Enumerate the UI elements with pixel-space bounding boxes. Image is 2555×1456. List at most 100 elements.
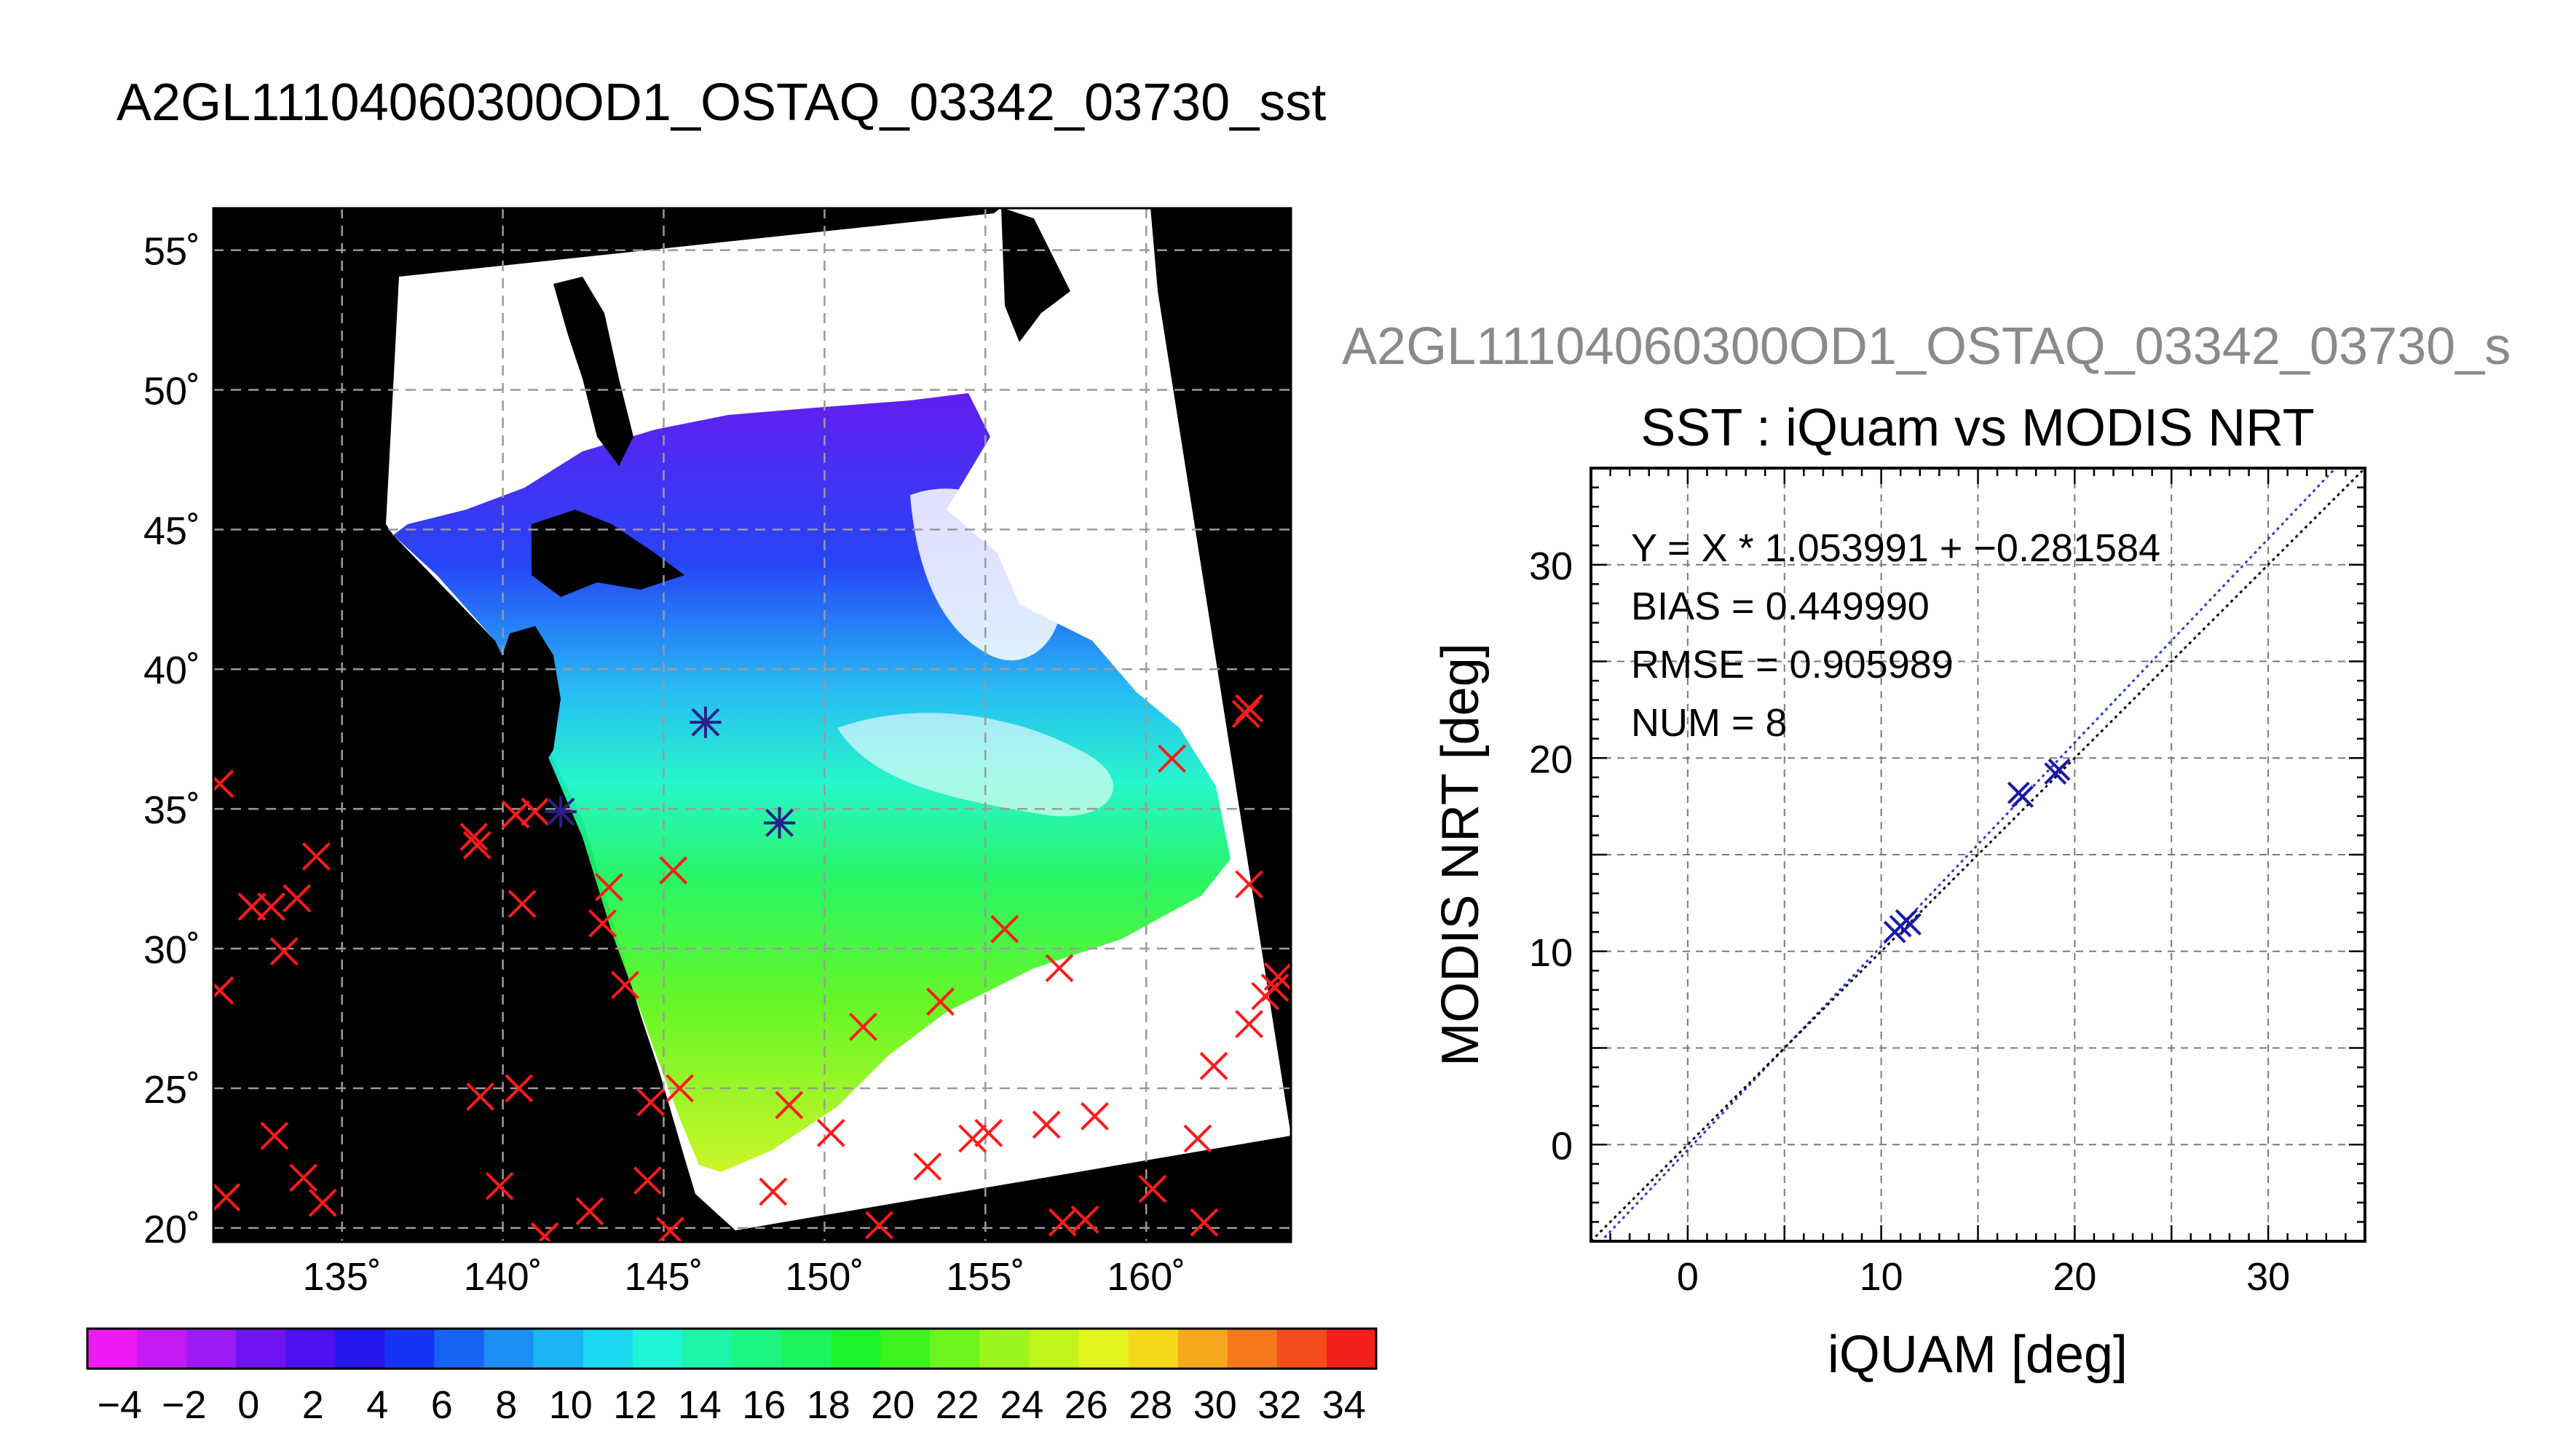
lon-tick-label: 155˚ <box>946 1255 1024 1299</box>
unmatched-marker <box>775 1091 804 1120</box>
lat-tick-label: 40˚ <box>143 649 200 692</box>
unmatched-marker <box>1045 954 1074 983</box>
unmatched-marker <box>575 1197 604 1226</box>
lon-labels: 135˚ 140˚ 145˚ 150˚ 155˚ 160˚ <box>303 1255 1186 1299</box>
lon-tick-label: 160˚ <box>1107 1255 1185 1299</box>
colorbar-segment <box>880 1329 931 1369</box>
colorbar-label: 14 <box>678 1383 722 1427</box>
unmatched-marker <box>1231 700 1260 729</box>
unmatched-marker <box>958 1124 987 1153</box>
unmatched-marker <box>913 1152 942 1181</box>
unmatched-marker <box>816 1118 845 1147</box>
main-title: A2GL11104060300OD1_OSTAQ_03342_03730_sst <box>117 74 1326 132</box>
colorbar-label: 34 <box>1322 1383 1366 1427</box>
lat-tick-label: 50˚ <box>143 369 200 413</box>
identity-line <box>1591 468 2365 1241</box>
colorbar-segment <box>483 1329 534 1369</box>
overflow-title: A2GL11104060300OD1_OSTAQ_03342_03730_s <box>1342 317 2511 376</box>
unmatched-marker <box>1158 744 1186 773</box>
lat-tick-label: 55˚ <box>143 230 200 274</box>
cloud-patch <box>837 713 1113 817</box>
unmatched-marker <box>1081 1101 1109 1131</box>
scatter-point <box>2011 785 2034 808</box>
colorbar-segment <box>1029 1329 1080 1369</box>
colorbar-segment <box>87 1329 138 1369</box>
lon-tick-label: 140˚ <box>464 1255 542 1299</box>
unmatched-marker <box>459 823 489 851</box>
x-axis-label: iQUAM [deg] <box>1828 1326 2128 1384</box>
lon-tick-label: 145˚ <box>624 1255 703 1299</box>
land-japan <box>495 626 561 779</box>
unmatched-marker <box>1199 1051 1228 1080</box>
colorbar-label: 28 <box>1129 1383 1172 1427</box>
colorbar-label: 6 <box>431 1383 453 1427</box>
lat-tick-label: 25˚ <box>143 1068 200 1112</box>
land-hokkaido <box>532 510 684 597</box>
unmatched-marker <box>1138 1174 1167 1203</box>
unmatched-marker <box>990 914 1019 943</box>
colorbar-labels: −4 −2 0 2 4 6 8 10 12 14 16 18 20 22 24 … <box>97 1383 1365 1427</box>
colorbar-segment <box>1078 1329 1129 1369</box>
colorbar-label: 16 <box>742 1383 786 1427</box>
x-tick-label: 0 <box>1677 1255 1699 1299</box>
unmatched-marker <box>289 1163 318 1192</box>
colorbar-label: 8 <box>495 1383 517 1427</box>
unmatched-marker <box>308 1188 337 1217</box>
colorbar-label: 32 <box>1257 1383 1301 1427</box>
unmatched-marker <box>462 831 491 860</box>
land-sakhalin <box>553 277 633 466</box>
colorbar-segment <box>1128 1329 1179 1369</box>
matched-marker <box>763 807 796 839</box>
unmatched-marker <box>530 1222 559 1242</box>
unmatched-marker <box>485 1171 514 1200</box>
sst-field <box>393 393 1231 1172</box>
y-tick-labels: 0 10 20 30 <box>1529 545 1573 1168</box>
colorbar-segment <box>979 1329 1030 1369</box>
colorbar-segment <box>732 1329 782 1369</box>
x-tick-label: 30 <box>2246 1255 2290 1299</box>
scatter-grid <box>1591 468 2365 1241</box>
unmatched-marker <box>466 1083 495 1111</box>
unmatched-marker <box>521 797 550 826</box>
colorbar-label: 2 <box>302 1383 324 1427</box>
colorbar-segment <box>285 1329 336 1369</box>
unmatched-marker <box>269 937 299 966</box>
unmatched-marker <box>926 987 955 1016</box>
colorbar-label: 18 <box>807 1383 850 1427</box>
lon-tick-label: 150˚ <box>785 1255 864 1299</box>
colorbar-segment <box>137 1329 187 1369</box>
unmatched-marker <box>508 890 537 919</box>
unmatched-marker <box>213 769 234 799</box>
lat-tick-label: 35˚ <box>143 788 200 832</box>
y-tick-label: 0 <box>1551 1124 1573 1168</box>
cloud-patch <box>910 488 1062 661</box>
unmatched-marker <box>1260 973 1290 1002</box>
colorbar-segment <box>831 1329 881 1369</box>
unmatched-marker <box>636 1088 666 1117</box>
fit-equation: Y = X * 1.053991 + −0.281584 <box>1631 526 2160 570</box>
y-tick-label: 20 <box>1529 737 1573 781</box>
colorbar-label: 22 <box>936 1383 979 1427</box>
map-frame <box>212 207 1292 1243</box>
bias-value: BIAS = 0.449990 <box>1631 585 1930 628</box>
unmatched-marker <box>1263 962 1291 991</box>
unmatched-marker <box>283 884 312 913</box>
unmatched-marker <box>213 1183 241 1212</box>
colorbar-segment <box>434 1329 485 1369</box>
colorbar-segment <box>632 1329 683 1369</box>
unmatched-marker <box>1048 1208 1077 1237</box>
colorbar-label: 10 <box>549 1383 593 1427</box>
stats-box: Y = X * 1.053991 + −0.281584 BIAS = 0.44… <box>1631 526 2160 745</box>
scatter-title: SST : iQuam vs MODIS NRT <box>1640 399 2315 457</box>
colorbar-segment <box>682 1329 732 1369</box>
x-tick-labels: 0 10 20 30 <box>1677 1255 2290 1299</box>
num-value: NUM = 8 <box>1631 701 1788 745</box>
lat-labels: 55˚ 50˚ 45˚ 40˚ 35˚ 30˚ 25˚ 20˚ <box>143 230 200 1251</box>
colorbar-label: 26 <box>1065 1383 1108 1427</box>
x-tick-label: 10 <box>1860 1255 1903 1299</box>
unmatched-marker <box>666 1074 695 1103</box>
lat-tick-label: 30˚ <box>143 928 200 972</box>
unmatched-marker <box>1070 1205 1099 1234</box>
colorbar-label: 12 <box>613 1383 657 1427</box>
map-grid <box>213 208 1291 1242</box>
